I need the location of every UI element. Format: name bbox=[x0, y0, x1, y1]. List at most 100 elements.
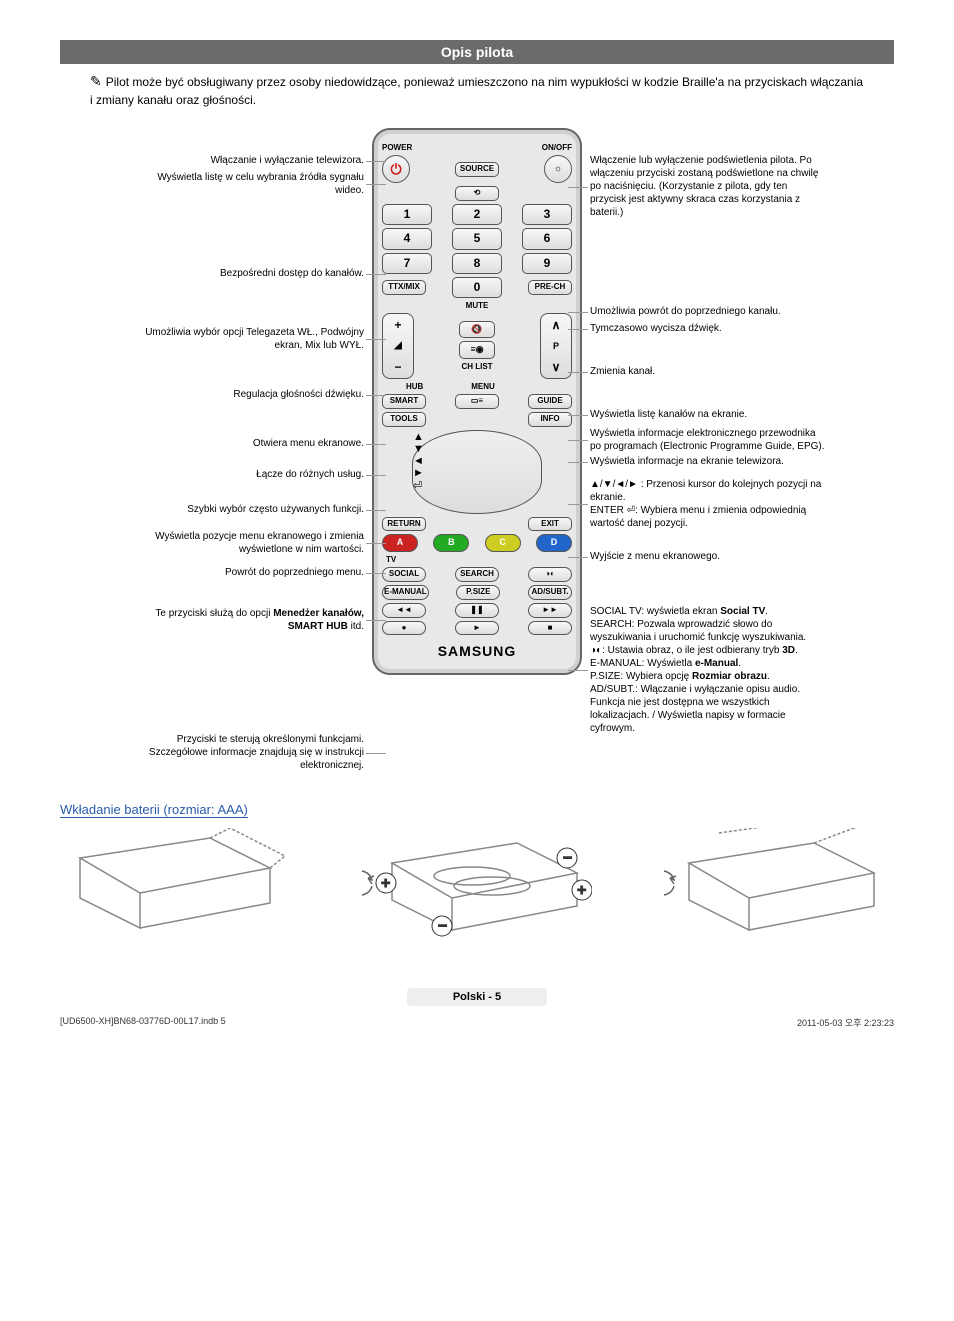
chlist-label: CH LIST bbox=[461, 362, 492, 371]
callout-smart: Łącze do różnych usług. bbox=[129, 468, 364, 481]
guide-button[interactable]: GUIDE bbox=[528, 394, 572, 409]
callout-dpad: Wyświetla pozycje menu ekranowego i zmie… bbox=[129, 530, 364, 556]
callout-chlist: Wyświetla listę kanałów na ekranie. bbox=[590, 408, 825, 421]
callout-return: Powrót do poprzedniego menu. bbox=[129, 566, 364, 579]
hub-label: HUB bbox=[406, 382, 423, 391]
callout-ttx: Umożliwia wybór opcji Telegazeta WŁ., Po… bbox=[129, 326, 364, 352]
page-number: Polski - 5 bbox=[407, 988, 547, 1006]
stop-button[interactable]: ■ bbox=[528, 621, 572, 636]
onoff-label: ON/OFF bbox=[542, 143, 572, 152]
callout-mute: Tymczasowo wycisza dźwięk. bbox=[590, 322, 825, 335]
mute-label: MUTE bbox=[466, 301, 489, 310]
tools-button[interactable]: TOOLS bbox=[382, 412, 426, 427]
num-6[interactable]: 6 bbox=[522, 228, 572, 249]
callout-guide: Wyświetla informacje elektronicznego prz… bbox=[590, 427, 825, 453]
play-button[interactable]: ► bbox=[455, 621, 499, 636]
battery-step-2: + − − + bbox=[362, 828, 592, 948]
battery-title: Wkładanie baterii (rozmiar: AAA) bbox=[60, 802, 248, 818]
ttx-button[interactable]: TTX/MIX bbox=[382, 280, 426, 295]
intro-note: Pilot może być obsługiwany przez osoby n… bbox=[90, 72, 864, 108]
record-button[interactable]: ● bbox=[382, 621, 426, 636]
return-button[interactable]: RETURN bbox=[382, 517, 426, 532]
svg-text:+: + bbox=[381, 875, 390, 892]
color-a-button[interactable]: A bbox=[382, 534, 418, 552]
num-3[interactable]: 3 bbox=[522, 204, 572, 225]
3d-button[interactable]: ◑◐ bbox=[528, 567, 572, 582]
forward-button[interactable]: ►► bbox=[528, 603, 572, 618]
battery-section: Wkładanie baterii (rozmiar: AAA) bbox=[60, 802, 894, 948]
exit-button[interactable]: EXIT bbox=[528, 517, 572, 532]
num-1[interactable]: 1 bbox=[382, 204, 432, 225]
backlight-button[interactable]: ☼ bbox=[544, 155, 572, 183]
num-0[interactable]: 0 bbox=[452, 277, 502, 298]
svg-text:−: − bbox=[438, 918, 447, 935]
smart-button[interactable]: SMART bbox=[382, 394, 426, 409]
menu-button[interactable]: ▭≡ bbox=[455, 394, 499, 409]
num-5[interactable]: 5 bbox=[452, 228, 502, 249]
color-c-button[interactable]: C bbox=[485, 534, 521, 552]
callout-source: Wyświetla listę w celu wybrania źródła s… bbox=[129, 171, 364, 197]
svg-text:−: − bbox=[563, 850, 572, 867]
dpad[interactable]: ▲ ▼ ◄ ► ⏎ bbox=[412, 430, 542, 514]
source-icon-button[interactable]: ⟲ bbox=[455, 186, 499, 201]
intro-text: Pilot może być obsługiwany przez osoby n… bbox=[90, 75, 863, 107]
battery-step-1 bbox=[60, 828, 290, 948]
rewind-button[interactable]: ◄◄ bbox=[382, 603, 426, 618]
social-button[interactable]: SOCIAL bbox=[382, 567, 426, 582]
callout-volume: Regulacja głośności dźwięku. bbox=[129, 388, 364, 401]
callout-backlight: Włączenie lub wyłączenie podświetlenia p… bbox=[590, 154, 825, 219]
remote-body: POWER ON/OFF ⏻ SOURCE ☼ ⟲ 1 2 3 4 5 6 7 … bbox=[372, 128, 582, 675]
num-7[interactable]: 7 bbox=[382, 253, 432, 274]
callout-exit: Wyjście z menu ekranowego. bbox=[590, 550, 825, 563]
volume-rocker[interactable]: +◢− bbox=[382, 313, 414, 379]
callout-channel: Zmienia kanał. bbox=[590, 365, 825, 378]
callout-dpad-right: ▲/▼/◄/► : Przenosi kursor do kolejnych p… bbox=[590, 478, 825, 530]
callout-numbers: Bezpośredni dostęp do kanałów. bbox=[129, 267, 364, 280]
power-label: POWER bbox=[382, 143, 412, 152]
footer-date: 2011-05-03 오후 2:23:23 bbox=[797, 1016, 894, 1029]
color-b-button[interactable]: B bbox=[433, 534, 469, 552]
info-button[interactable]: INFO bbox=[528, 412, 572, 427]
chlist-icon-button[interactable]: ≡◉ bbox=[459, 341, 495, 359]
callout-tools: Szybki wybór często używanych funkcji. bbox=[129, 503, 364, 516]
adsubt-button[interactable]: AD/SUBT. bbox=[528, 585, 572, 600]
emanual-button[interactable]: E-MANUAL bbox=[382, 585, 429, 600]
menu-label: MENU bbox=[471, 382, 495, 391]
left-callouts: Włączanie i wyłączanie telewizora. Wyświ… bbox=[129, 128, 372, 772]
callout-power: Włączanie i wyłączanie telewizora. bbox=[129, 154, 364, 167]
section-header: Opis pilota bbox=[60, 40, 894, 64]
channel-rocker[interactable]: ∧P∨ bbox=[540, 313, 572, 379]
color-d-button[interactable]: D bbox=[536, 534, 572, 552]
callout-menu: Otwiera menu ekranowe. bbox=[129, 437, 364, 450]
tv-label: TV bbox=[386, 555, 568, 564]
mute-button[interactable]: 🔇 bbox=[459, 321, 495, 339]
dpad-left[interactable]: ◄ bbox=[413, 455, 541, 467]
num-9[interactable]: 9 bbox=[522, 253, 572, 274]
source-button[interactable]: SOURCE bbox=[455, 162, 499, 177]
footer-meta: [UD6500-XH]BN68-03776D-00L17.indb 5 2011… bbox=[60, 1016, 894, 1029]
num-8[interactable]: 8 bbox=[452, 253, 502, 274]
right-callouts: Włączenie lub wyłączenie podświetlenia p… bbox=[582, 128, 825, 735]
callout-media: Przyciski te sterują określonymi funkcja… bbox=[129, 733, 364, 772]
power-button[interactable]: ⏻ bbox=[382, 155, 410, 183]
search-button[interactable]: SEARCH bbox=[455, 567, 499, 582]
footer-file: [UD6500-XH]BN68-03776D-00L17.indb 5 bbox=[60, 1016, 226, 1029]
dpad-right[interactable]: ► bbox=[413, 467, 541, 479]
prech-button[interactable]: PRE-CH bbox=[528, 280, 572, 295]
callout-prech: Umożliwia powrót do poprzedniego kanału. bbox=[590, 305, 825, 318]
psize-button[interactable]: P.SIZE bbox=[456, 585, 500, 600]
pause-button[interactable]: ❚❚ bbox=[455, 603, 499, 618]
note-icon bbox=[90, 75, 106, 89]
callout-extras: SOCIAL TV: wyświetla ekran Social TV. SE… bbox=[590, 605, 825, 735]
3d-icon: ◑◐ bbox=[590, 645, 602, 656]
enter-button[interactable]: ⏎ bbox=[413, 479, 541, 492]
dpad-up[interactable]: ▲ bbox=[413, 431, 541, 443]
battery-step-3 bbox=[664, 828, 894, 948]
num-4[interactable]: 4 bbox=[382, 228, 432, 249]
callout-info: Wyświetla informacje na ekranie telewizo… bbox=[590, 455, 825, 468]
remote-diagram: Włączanie i wyłączanie telewizora. Wyświ… bbox=[60, 128, 894, 772]
dpad-down[interactable]: ▼ bbox=[413, 443, 541, 455]
svg-text:+: + bbox=[577, 882, 586, 899]
num-2[interactable]: 2 bbox=[452, 204, 502, 225]
brand-label: SAMSUNG bbox=[382, 643, 572, 659]
